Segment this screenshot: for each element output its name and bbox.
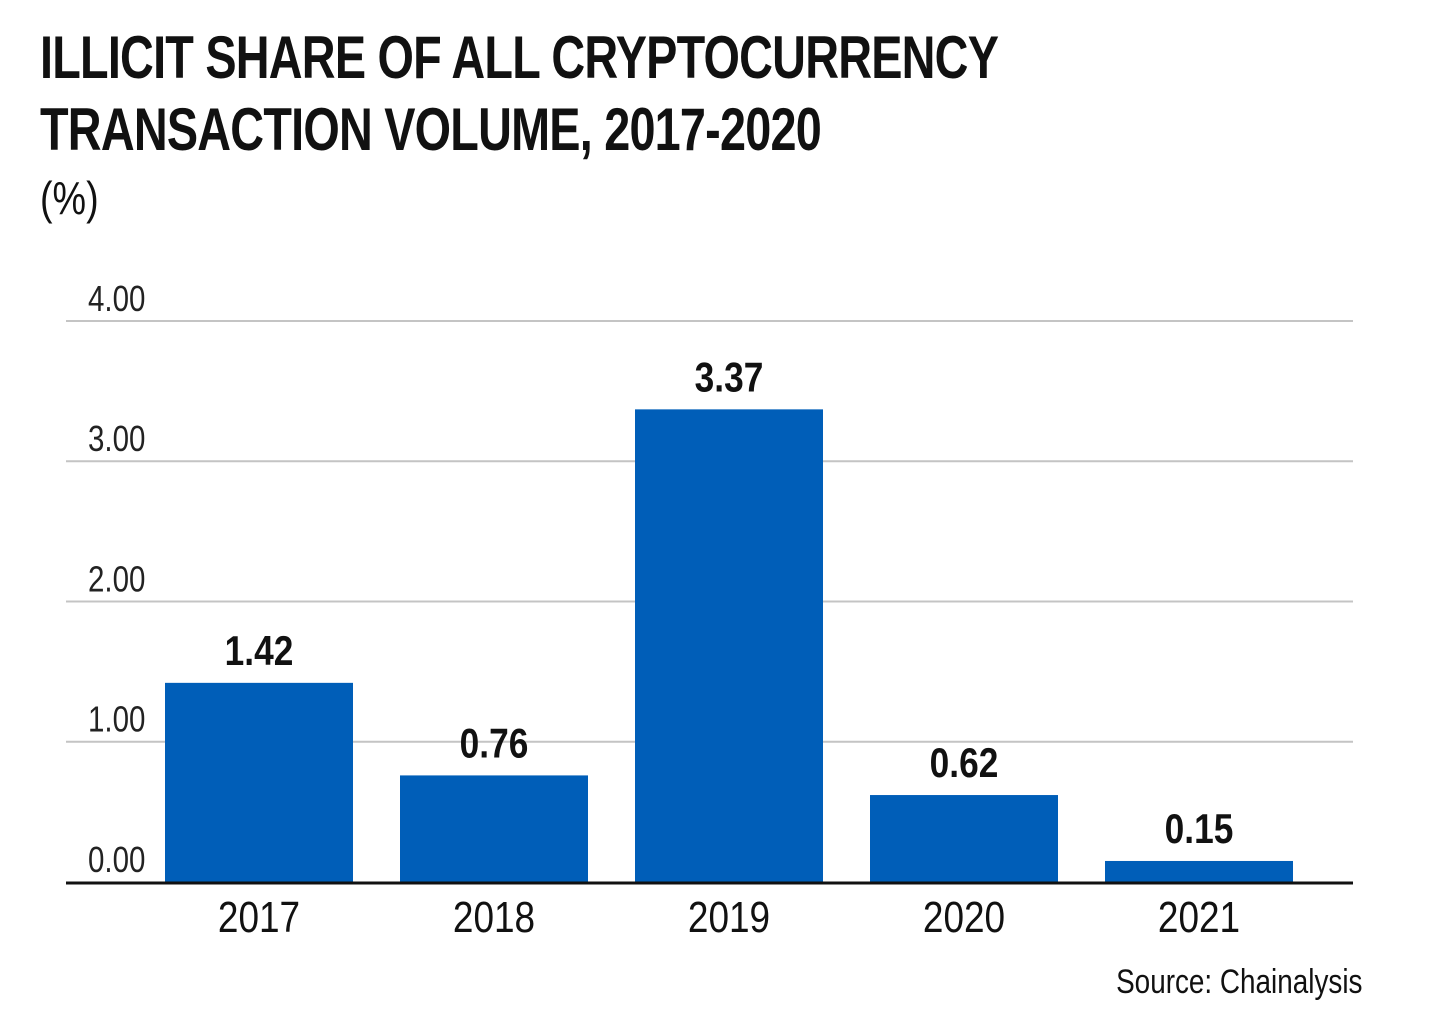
bars bbox=[165, 409, 1293, 882]
data-label: 0.62 bbox=[930, 740, 999, 787]
data-label: 0.15 bbox=[1165, 806, 1234, 853]
y-tick-label: 2.00 bbox=[88, 559, 145, 599]
chart-title: ILLICIT SHARE OF ALL CRYPTOCURRENCY TRAN… bbox=[40, 24, 998, 163]
bar-2017 bbox=[165, 682, 353, 882]
x-tick-label: 2018 bbox=[453, 892, 535, 942]
bar-2021 bbox=[1105, 860, 1293, 882]
y-tick-label: 3.00 bbox=[88, 418, 145, 458]
y-axis-ticks: 0.00 1.00 2.00 3.00 4.00 bbox=[88, 278, 145, 879]
bar-2019 bbox=[635, 409, 823, 882]
data-label: 3.37 bbox=[695, 355, 764, 402]
x-tick-label: 2020 bbox=[923, 892, 1005, 942]
bar-2018 bbox=[400, 775, 588, 882]
bar-2020 bbox=[870, 795, 1058, 882]
source-note: Source: Chainalysis bbox=[1115, 963, 1362, 1001]
data-label: 1.42 bbox=[225, 628, 294, 675]
unit-label: (%) bbox=[40, 172, 99, 224]
data-label: 0.76 bbox=[460, 721, 529, 768]
data-labels: 1.42 0.76 3.37 0.62 0.15 bbox=[225, 355, 1234, 853]
y-tick-label: 4.00 bbox=[88, 278, 145, 318]
x-axis-ticks: 2017 2018 2019 2020 2021 bbox=[218, 892, 1240, 942]
x-tick-label: 2019 bbox=[688, 892, 770, 942]
y-tick-label: 0.00 bbox=[88, 839, 145, 879]
x-tick-label: 2021 bbox=[1158, 892, 1240, 942]
x-tick-label: 2017 bbox=[218, 892, 300, 942]
y-tick-label: 1.00 bbox=[88, 699, 145, 739]
